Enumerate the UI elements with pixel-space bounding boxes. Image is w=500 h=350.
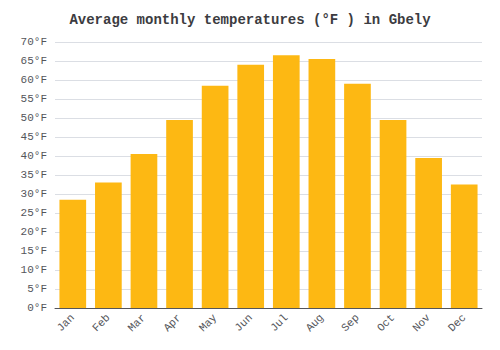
svg-text:Mar: Mar	[126, 312, 148, 334]
svg-text:Oct: Oct	[375, 312, 397, 334]
svg-text:0°F: 0°F	[27, 302, 47, 314]
svg-text:50°F: 50°F	[21, 112, 47, 124]
svg-text:25°F: 25°F	[21, 207, 47, 219]
svg-text:Nov: Nov	[410, 311, 433, 334]
svg-text:Jan: Jan	[55, 312, 77, 334]
svg-text:Jul: Jul	[268, 312, 290, 334]
svg-text:45°F: 45°F	[21, 131, 47, 143]
svg-text:65°F: 65°F	[21, 55, 47, 67]
svg-text:Feb: Feb	[90, 312, 112, 334]
svg-text:Apr: Apr	[161, 312, 183, 334]
svg-text:Sep: Sep	[339, 312, 361, 334]
svg-text:Dec: Dec	[446, 312, 468, 334]
svg-text:60°F: 60°F	[21, 74, 47, 86]
svg-text:15°F: 15°F	[21, 245, 47, 257]
svg-text:Jun: Jun	[232, 312, 254, 334]
svg-text:55°F: 55°F	[21, 93, 47, 105]
svg-text:10°F: 10°F	[21, 264, 47, 276]
svg-text:May: May	[197, 311, 220, 334]
svg-text:40°F: 40°F	[21, 150, 47, 162]
svg-text:Average monthly temperatures (: Average monthly temperatures (°F ) in Gb…	[69, 12, 431, 28]
svg-text:Aug: Aug	[304, 312, 326, 334]
svg-text:5°F: 5°F	[27, 283, 47, 295]
svg-text:30°F: 30°F	[21, 188, 47, 200]
svg-text:20°F: 20°F	[21, 226, 47, 238]
svg-text:35°F: 35°F	[21, 169, 47, 181]
svg-text:70°F: 70°F	[21, 36, 47, 48]
